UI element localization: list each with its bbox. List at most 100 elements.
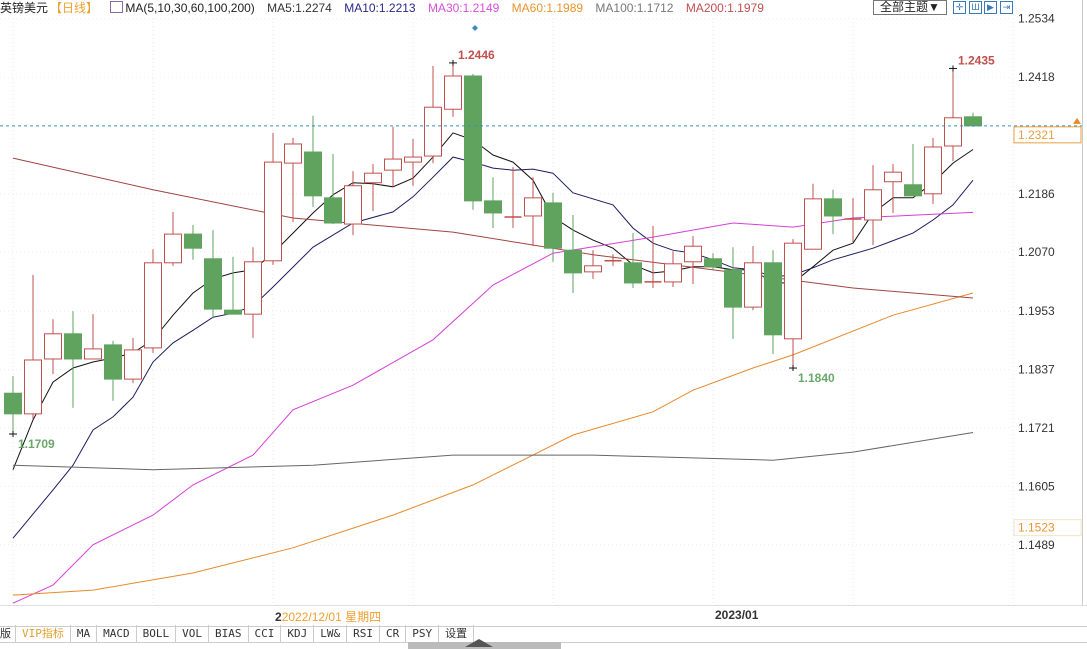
current-price-label: 1.2321 [1018,128,1055,142]
ma10-value: MA10:1.2213 [344,1,416,15]
symbol-title: 英镑美元 [0,1,49,15]
scrollbar-thumb[interactable] [408,639,561,649]
theme-dropdown-button[interactable]: 全部主题▼ [873,0,947,15]
candle [524,177,542,247]
candle [224,256,242,315]
candle-body-down [544,202,562,249]
candle-body-up [804,198,822,250]
candle-body-up [124,349,142,380]
crosshair-icon[interactable]: ✛ [953,1,966,14]
tab-lwr[interactable]: LW& [314,625,348,642]
candle-body-up [584,265,602,273]
y-tick-label: 1.1489 [1018,538,1055,552]
candle [564,214,582,294]
candle-body-down [824,198,842,217]
candle [44,319,62,375]
candle [364,164,382,211]
candle [464,73,482,210]
axis-tag [1013,519,1082,537]
candle [504,167,522,229]
candle-body-down [904,184,922,197]
tab-settings[interactable]: 设置 [439,625,475,642]
candle-body-down [4,392,22,415]
tab-cr[interactable]: CR [380,625,407,642]
candle [284,137,302,223]
candle [964,112,982,127]
cursor-date: 2022/12/01 星期四 [281,610,382,624]
candle [304,115,322,207]
candle-body-down [964,116,982,127]
candle [704,253,722,270]
tab-macd[interactable]: MACD [97,625,137,642]
date-cursor-label: 22022/12/01 星期四 [275,608,381,625]
candle [744,246,762,311]
candle [444,62,462,117]
cursor-diamond-icon [472,25,478,31]
ma-line-ma5 [12,132,974,470]
candle [864,165,882,246]
candle-icon[interactable]: Ш [969,1,982,14]
candle [124,337,142,384]
candle [264,132,282,265]
candle-body-up [344,185,362,225]
tab-cci[interactable]: CCI [249,625,282,642]
ma-settings-icon[interactable] [110,1,124,13]
tab-psy[interactable]: PSY [406,625,440,642]
date-prefix: 2 [275,610,282,624]
candle [624,233,642,288]
ma-line-ma30 [12,211,974,604]
candlestick-chart[interactable]: 1.2534 1.2418 1.2186 1.2070 1.1953 1.1837 1.17… [0,0,1087,605]
y-tick-label: 1.2070 [1018,245,1055,259]
month-label: 2023/01 [715,608,759,622]
play-candle-icon[interactable]: ▶ [984,1,997,14]
candle [144,249,162,353]
candle-body-down [324,197,342,224]
candle-body-down [204,258,222,310]
candle-body-up [384,158,402,171]
tab-rsi[interactable]: RSI [347,625,380,642]
candle [604,254,622,266]
candle [164,211,182,266]
candle [824,189,842,235]
candle-body-down [624,262,642,284]
candle-body-up [784,242,802,340]
chart-header: 英镑美元 【日线】 MA(5,10,30,60,100,200) MA5:1.22… [0,0,1087,16]
candle-body-down [564,249,582,274]
candle [764,250,782,354]
candle-body-up [24,359,42,415]
candle-body-up [164,233,182,264]
exit-right-icon[interactable]: ⇥ [1000,1,1013,14]
candle [664,251,682,287]
candle-body-up [884,171,902,183]
candle-body-down [104,344,122,380]
candle [844,197,862,243]
tab-boll[interactable]: BOLL [137,625,177,642]
candle-body-down [64,333,82,360]
axis-tag-label: 1.1523 [1018,521,1055,535]
y-tick-label: 1.1605 [1018,479,1055,493]
tab-vip[interactable]: VIP指标 [16,625,71,642]
candle [804,183,822,250]
ma-params: MA(5,10,30,60,100,200) [125,1,255,15]
candle [404,138,422,186]
tab-bias[interactable]: BIAS [209,625,249,642]
candle [424,65,442,164]
tab-partial[interactable]: 版 [0,625,16,642]
candle [64,311,82,408]
ma60-value: MA60:1.1989 [511,1,584,15]
tab-ma[interactable]: MA [71,625,98,642]
candle-body-down [464,75,482,202]
tab-kdj[interactable]: KDJ [281,625,315,642]
tab-vol[interactable]: VOL [176,625,209,642]
candle [4,376,22,434]
candle-body-up [144,262,162,349]
candle-body-up [44,333,62,360]
candle [924,137,942,204]
candle-body-up [364,172,382,184]
candle-body-down [484,200,502,214]
candle [244,247,262,338]
indicator-tabs: 版 VIP指标 MA MACD BOLL VOL BIAS CCI KDJ LW… [0,625,475,642]
low-label: 1.1840 [798,371,835,385]
ma30-value: MA30:1.2149 [427,1,500,15]
period-label[interactable]: 【日线】 [50,1,99,15]
